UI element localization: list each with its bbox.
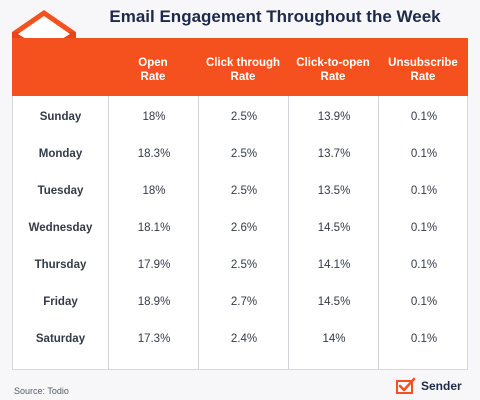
table-row: Sunday 18% 2.5% 13.9% 0.1% <box>13 98 467 135</box>
cell-unsubscribe-rate: 0.1% <box>410 110 438 123</box>
table-header: Open Rate Click through Rate Click-to-open… <box>12 38 468 96</box>
cell-open-rate: 18.9% <box>137 295 171 308</box>
cell-click-to-open-rate: 14.5% <box>317 221 351 234</box>
sender-checkmark-logo-icon <box>396 377 416 394</box>
row-label-day: Monday <box>38 147 83 160</box>
cell-click-to-open-rate: 14.5% <box>317 295 351 308</box>
table-row: Wednesday 18.1% 2.6% 14.5% 0.1% <box>13 209 467 246</box>
column-divider <box>198 96 199 369</box>
chart-title: Email Engagement Throughout the Week <box>109 7 441 26</box>
row-label-day: Wednesday <box>28 221 93 234</box>
cell-click-to-open-rate: 13.5% <box>317 184 351 197</box>
row-label-day: Saturday <box>35 332 86 345</box>
cell-unsubscribe-rate: 0.1% <box>410 295 438 308</box>
cell-open-rate: 18% <box>142 184 166 197</box>
table-body: Sunday 18% 2.5% 13.9% 0.1% Monday 18.3% 2.5% 13.… <box>12 96 468 370</box>
cell-unsubscribe-rate: 0.1% <box>410 147 438 160</box>
header-open-rate: Open Rate <box>138 57 168 83</box>
header-unsubscribe-rate: Unsubscribe Rate <box>388 57 458 83</box>
cell-click-through-rate: 2.4% <box>230 332 258 345</box>
header-click-through-rate: Click through Rate <box>205 57 281 83</box>
table-row: Tuesday 18% 2.5% 13.5% 0.1% <box>13 172 467 209</box>
cell-click-through-rate: 2.5% <box>230 184 258 197</box>
cell-click-through-rate: 2.7% <box>230 295 258 308</box>
cell-unsubscribe-rate: 0.1% <box>410 258 438 271</box>
cell-click-through-rate: 2.5% <box>230 147 258 160</box>
column-divider <box>108 96 109 369</box>
table-row: Thursday 17.9% 2.5% 14.1% 0.1% <box>13 246 467 283</box>
row-label-day: Sunday <box>39 110 82 123</box>
table-row: Saturday 17.3% 2.4% 14% 0.1% <box>13 320 467 357</box>
cell-click-to-open-rate: 13.7% <box>317 147 351 160</box>
cell-unsubscribe-rate: 0.1% <box>410 221 438 234</box>
brand-name: Sender <box>421 379 462 393</box>
row-label-day: Tuesday <box>37 184 84 197</box>
cell-open-rate: 17.9% <box>137 258 171 271</box>
cell-open-rate: 18.1% <box>137 221 171 234</box>
source-note: Source: Todio <box>14 386 69 396</box>
column-divider <box>288 96 289 369</box>
brand-logo: Sender <box>396 376 462 396</box>
row-label-day: Friday <box>43 295 78 308</box>
cell-open-rate: 17.3% <box>137 332 171 345</box>
cell-click-to-open-rate: 14% <box>322 332 346 345</box>
row-label-day: Thursday <box>34 258 87 271</box>
table-row: Monday 18.3% 2.5% 13.7% 0.1% <box>13 135 467 172</box>
cell-open-rate: 18% <box>142 110 166 123</box>
cell-unsubscribe-rate: 0.1% <box>410 184 438 197</box>
table-row: Friday 18.9% 2.7% 14.5% 0.1% <box>13 283 467 320</box>
cell-click-to-open-rate: 13.9% <box>317 110 351 123</box>
header-click-to-open-rate: Click-to-open Rate <box>296 57 370 83</box>
cell-unsubscribe-rate: 0.1% <box>410 332 438 345</box>
cell-click-to-open-rate: 14.1% <box>317 258 351 271</box>
column-divider <box>378 96 379 369</box>
cell-open-rate: 18.3% <box>137 147 171 160</box>
cell-click-through-rate: 2.5% <box>230 110 258 123</box>
cell-click-through-rate: 2.5% <box>230 258 258 271</box>
cell-click-through-rate: 2.6% <box>230 221 258 234</box>
